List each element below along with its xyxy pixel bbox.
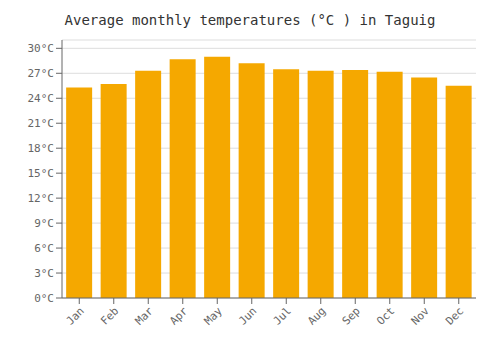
svg-text:Aug: Aug xyxy=(305,304,328,327)
svg-text:Mar: Mar xyxy=(133,304,157,328)
svg-text:0°C: 0°C xyxy=(34,292,54,305)
svg-text:6°C: 6°C xyxy=(34,242,54,255)
svg-text:24°C: 24°C xyxy=(28,92,55,105)
svg-text:3°C: 3°C xyxy=(34,267,54,280)
svg-text:30°C: 30°C xyxy=(28,42,55,55)
svg-text:Apr: Apr xyxy=(167,304,191,328)
html-text:Average monthly temperatures (: Average monthly temperatures (°C ) in Ta… xyxy=(64,12,436,28)
svg-text:May: May xyxy=(202,304,226,328)
svg-text:18°C: 18°C xyxy=(28,142,55,155)
svg-text:Dec: Dec xyxy=(443,304,466,327)
svg-text:Jan: Jan xyxy=(64,304,87,327)
svg-text:9°C: 9°C xyxy=(34,217,54,230)
svg-text:27°C: 27°C xyxy=(28,67,55,80)
svg-text:Jul: Jul xyxy=(271,304,294,327)
svg-text:15°C: 15°C xyxy=(28,167,55,180)
svg-text:Oct: Oct xyxy=(374,304,397,327)
svg-text:Jun: Jun xyxy=(236,304,259,327)
svg-text:12°C: 12°C xyxy=(28,192,55,205)
svg-text:21°C: 21°C xyxy=(28,117,55,130)
svg-text:Sep: Sep xyxy=(340,304,363,327)
svg-text:Feb: Feb xyxy=(98,304,121,327)
svg-text:Nov: Nov xyxy=(409,304,433,328)
